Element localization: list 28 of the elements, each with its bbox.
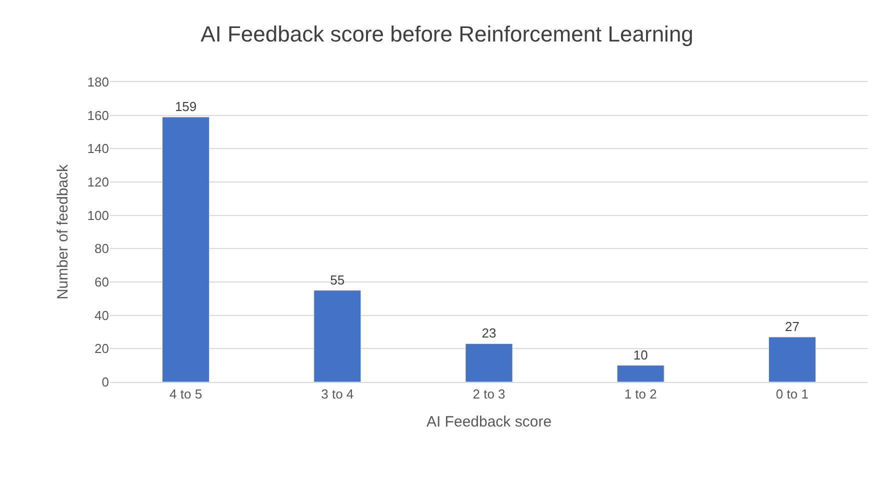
y-tick-label: 140 — [87, 141, 109, 156]
data-label: 159 — [174, 99, 197, 114]
data-label: 10 — [633, 347, 648, 362]
y-tick-label: 100 — [87, 208, 109, 223]
y-tick-label: 160 — [87, 108, 109, 123]
bar — [314, 290, 362, 382]
y-tick-label: 60 — [94, 274, 109, 290]
data-label: 23 — [482, 326, 496, 341]
chart-title: AI Feedback score before Reinforcement Learning — [200, 22, 694, 47]
y-tick-label: 20 — [94, 341, 109, 356]
y-tick-label: 120 — [87, 174, 109, 190]
x-tick-label: 1 to 2 — [624, 386, 657, 402]
x-axis-title: AI Feedback score — [426, 414, 552, 431]
data-label: 27 — [784, 319, 800, 334]
bar — [465, 343, 513, 382]
x-tick-label: 0 to 1 — [776, 386, 808, 402]
bar — [162, 116, 210, 382]
y-tick-label: 0 — [102, 374, 109, 390]
y-tick-label: 180 — [87, 74, 109, 90]
y-tick-label: 40 — [94, 308, 109, 323]
bar — [616, 365, 664, 382]
x-tick-label: 3 to 4 — [321, 386, 354, 402]
y-axis-title: Number of feedback — [54, 164, 72, 300]
bar — [768, 336, 816, 382]
y-tick-label: 80 — [94, 241, 109, 256]
x-tick-label: 4 to 5 — [170, 386, 202, 402]
x-tick-label: 2 to 3 — [472, 386, 506, 402]
data-label: 55 — [330, 272, 345, 288]
